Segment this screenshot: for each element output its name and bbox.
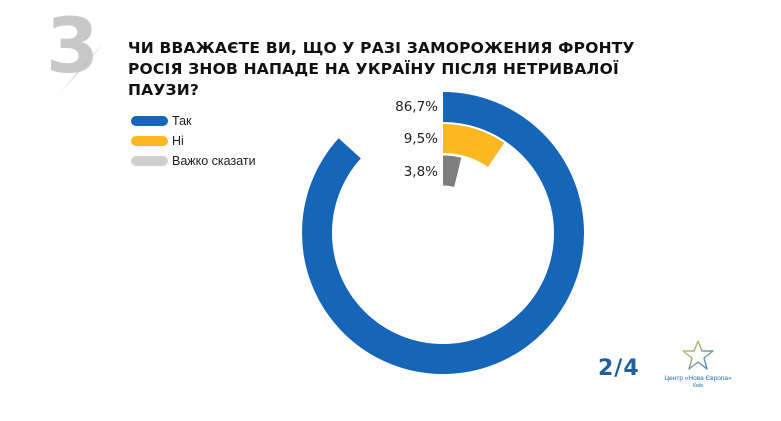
legend: Так Ні Важко сказати: [131, 111, 256, 171]
legend-label: Важко сказати: [172, 154, 256, 168]
chart-title: Чи вважаєте ви, що у разі заморожения фр…: [128, 39, 635, 99]
value-label-vazhko: 3,8%: [403, 164, 438, 180]
arc-ni: [334, 124, 552, 342]
legend-label: Так: [172, 114, 192, 128]
star-icon: [682, 340, 714, 370]
legend-item-ni: Ні: [131, 131, 256, 151]
value-label-tak: 86,7%: [395, 99, 438, 115]
logo-city: Київ: [693, 383, 703, 389]
legend-swatch: [131, 136, 168, 146]
logo-name: Центр «Нова Європа»: [664, 375, 732, 382]
page-indicator: 2/4: [598, 356, 640, 381]
legend-item-vazhko: Важко сказати: [131, 151, 256, 171]
arc-tak: [302, 92, 584, 374]
legend-swatch: [131, 116, 168, 126]
question-number: 3: [46, 1, 99, 90]
legend-label: Ні: [172, 134, 184, 148]
arc-vazhko: [365, 155, 521, 311]
logo: Центр «Нова Європа» Київ: [658, 340, 738, 389]
legend-item-tak: Так: [131, 111, 256, 131]
legend-swatch: [131, 156, 168, 166]
value-label-ni: 9,5%: [403, 131, 438, 147]
